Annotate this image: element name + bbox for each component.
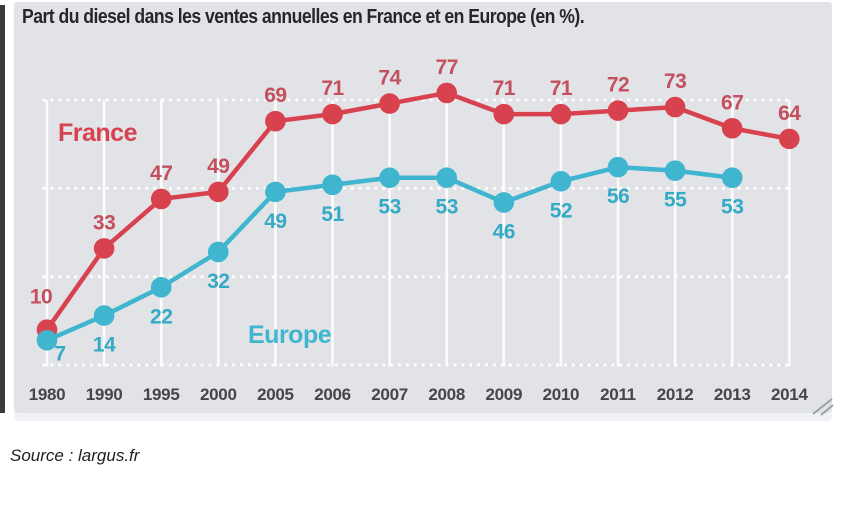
chart-title: Part du diesel dans les ventes annuelles…: [22, 6, 585, 28]
source-caption: Source : largus.fr: [10, 446, 140, 465]
left-accent-bar: [0, 5, 5, 413]
chart-panel: [14, 2, 832, 413]
panel-bottom-strip: [14, 413, 832, 421]
resize-grip-icon[interactable]: [810, 395, 836, 417]
